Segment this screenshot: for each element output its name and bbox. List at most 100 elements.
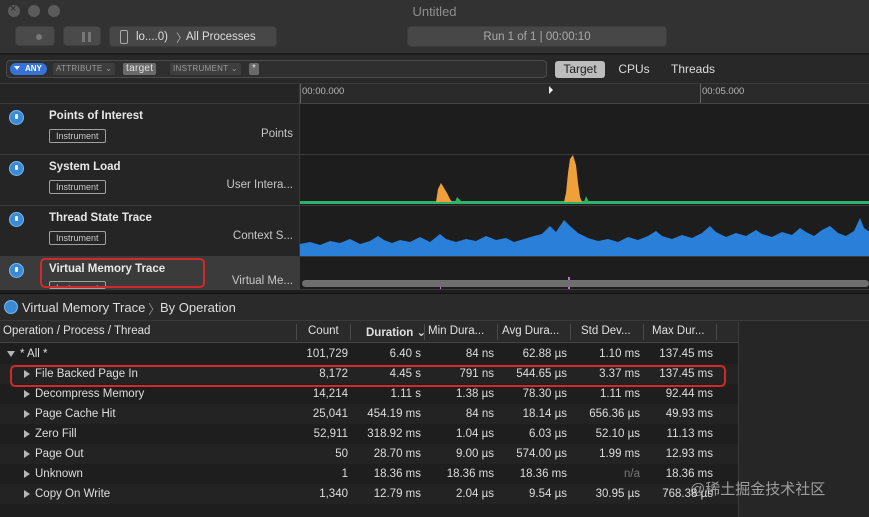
wildcard-token[interactable]: *	[249, 63, 260, 75]
tab-cpus[interactable]: CPUs	[618, 62, 650, 76]
pin-icon	[9, 110, 24, 125]
cell-duration: 12.79 ms	[373, 488, 421, 500]
cell-max: 18.36 ms	[665, 468, 713, 480]
cell-min: 791 ns	[459, 368, 494, 380]
load-spike	[564, 155, 582, 202]
cell-max: 92.44 ms	[665, 388, 713, 400]
cell-min: 2.04 µs	[456, 488, 494, 500]
row-name: File Backed Page In	[35, 368, 138, 380]
target-selector[interactable]: lo....0) 〉 All Processes	[109, 26, 277, 47]
cell-std: 656.36 µs	[589, 408, 640, 420]
col-min-duration[interactable]: Min Dura...	[428, 325, 485, 337]
column-divider	[296, 324, 297, 340]
col-operation[interactable]: Operation / Process / Thread	[3, 325, 151, 337]
track-thread-state[interactable]: Thread State Trace Instrument Context S.…	[0, 206, 869, 257]
column-divider	[424, 324, 425, 340]
cell-count: 8,172	[319, 368, 348, 380]
track-lane[interactable]	[299, 155, 869, 205]
table-row[interactable]: Page Out 50 28.70 ms 9.00 µs 574.00 µs 1…	[0, 444, 738, 464]
table-row[interactable]: Zero Fill 52,911 318.92 ms 1.04 µs 6.03 …	[0, 424, 738, 444]
cell-duration: 18.36 ms	[373, 468, 421, 480]
cell-avg: 78.30 µs	[522, 388, 567, 400]
load-spike	[455, 197, 462, 202]
col-std-dev[interactable]: Std Dev...	[581, 325, 631, 337]
timeline-ruler[interactable]: 00:00.000 00:05.000	[299, 84, 869, 104]
track-header[interactable]: System Load Instrument User Intera...	[0, 155, 299, 205]
tab-target[interactable]: Target	[555, 61, 605, 78]
ruler-start-label: 00:00.000	[302, 86, 345, 97]
cell-count: 14,214	[312, 388, 348, 400]
table-row[interactable]: * All * 101,729 6.40 s 84 ns 62.88 µs 1.…	[0, 344, 738, 364]
track-points-of-interest[interactable]: Points of Interest Instrument Points	[0, 104, 869, 155]
cell-avg: 18.14 µs	[522, 408, 567, 420]
disclosure-closed-icon[interactable]	[24, 490, 30, 498]
cell-max: 12.93 ms	[665, 448, 713, 460]
track-header[interactable]: Points of Interest Instrument Points	[0, 104, 299, 154]
row-name: Zero Fill	[35, 428, 77, 440]
pause-button[interactable]	[63, 26, 101, 46]
instrument-badge: Instrument	[49, 129, 106, 143]
cell-count: 52,911	[313, 428, 348, 440]
load-spike	[584, 196, 589, 202]
minimize-window-button[interactable]	[28, 5, 40, 17]
table-row[interactable]: Decompress Memory 14,214 1.11 s 1.38 µs …	[0, 384, 738, 404]
cell-count: 25,041	[312, 408, 348, 420]
device-label: lo....0)	[136, 31, 168, 43]
attribute-token[interactable]: ATTRIBUTE ⌄	[53, 63, 116, 75]
record-button[interactable]	[15, 26, 55, 46]
memory-icon	[9, 263, 24, 278]
track-system-load[interactable]: System Load Instrument User Intera...	[0, 155, 869, 206]
col-duration[interactable]: Duration ⌄	[366, 325, 426, 339]
disclosure-closed-icon[interactable]	[24, 410, 30, 418]
breadcrumb-view[interactable]: By Operation	[160, 300, 236, 315]
table-row[interactable]: File Backed Page In 8,172 4.45 s 791 ns …	[0, 364, 738, 384]
load-baseline	[300, 201, 869, 204]
track-header[interactable]: Virtual Memory Trace Instrument Virtual …	[0, 257, 299, 289]
col-avg-duration[interactable]: Avg Dura...	[502, 325, 560, 337]
zoom-window-button[interactable]	[48, 5, 60, 17]
track-lane[interactable]	[299, 206, 869, 256]
breadcrumb-instrument[interactable]: Virtual Memory Trace	[22, 300, 146, 315]
row-name: Unknown	[35, 468, 83, 480]
run-status: Run 1 of 1 | 00:00:10	[407, 26, 667, 47]
close-window-button[interactable]	[8, 3, 20, 17]
cell-duration: 28.70 ms	[373, 448, 421, 460]
cell-max: 137.45 ms	[659, 348, 713, 360]
column-divider	[716, 324, 717, 340]
disclosure-closed-icon[interactable]	[24, 390, 30, 398]
filter-field[interactable]: ANY ATTRIBUTE ⌄ target INSTRUMENT ⌄ *	[6, 60, 547, 78]
cell-count: 1,340	[319, 488, 348, 500]
cell-std: 3.37 ms	[599, 368, 640, 380]
tab-threads[interactable]: Threads	[670, 62, 716, 76]
disclosure-closed-icon[interactable]	[24, 450, 30, 458]
any-filter-pill[interactable]: ANY	[10, 63, 47, 75]
table-row[interactable]: Copy On Write 1,340 12.79 ms 2.04 µs 9.5…	[0, 484, 738, 504]
table-row[interactable]: Unknown 1 18.36 ms 18.36 ms 18.36 ms n/a…	[0, 464, 738, 484]
target-value-token[interactable]: target	[123, 63, 157, 75]
col-count[interactable]: Count	[308, 325, 339, 337]
disclosure-open-icon[interactable]	[7, 351, 15, 357]
cell-max: 49.93 ms	[665, 408, 713, 420]
system-load-graph	[300, 155, 869, 204]
track-lane[interactable]	[299, 104, 869, 154]
playhead-icon[interactable]	[549, 86, 553, 94]
row-name: Decompress Memory	[35, 388, 145, 400]
cell-min: 18.36 ms	[446, 468, 494, 480]
track-detail-label: User Intera...	[226, 179, 293, 191]
inspector-pane	[738, 321, 869, 517]
track-header[interactable]: Thread State Trace Instrument Context S.…	[0, 206, 299, 256]
cell-avg: 18.36 ms	[519, 468, 567, 480]
vm-mark	[440, 285, 441, 289]
disclosure-closed-icon[interactable]	[24, 470, 30, 478]
instrument-token[interactable]: INSTRUMENT ⌄	[170, 63, 241, 75]
track-detail-label: Points	[261, 128, 293, 140]
timeline-scrollbar[interactable]	[302, 280, 869, 287]
cell-duration: 6.40 s	[389, 348, 421, 360]
disclosure-closed-icon[interactable]	[24, 430, 30, 438]
window-title: Untitled	[412, 4, 457, 19]
thread-state-graph	[300, 218, 869, 256]
table-row[interactable]: Page Cache Hit 25,041 454.19 ms 84 ns 18…	[0, 404, 738, 424]
thread-icon	[9, 212, 24, 227]
col-max-duration[interactable]: Max Dur...	[652, 325, 705, 337]
disclosure-closed-icon[interactable]	[24, 370, 30, 378]
